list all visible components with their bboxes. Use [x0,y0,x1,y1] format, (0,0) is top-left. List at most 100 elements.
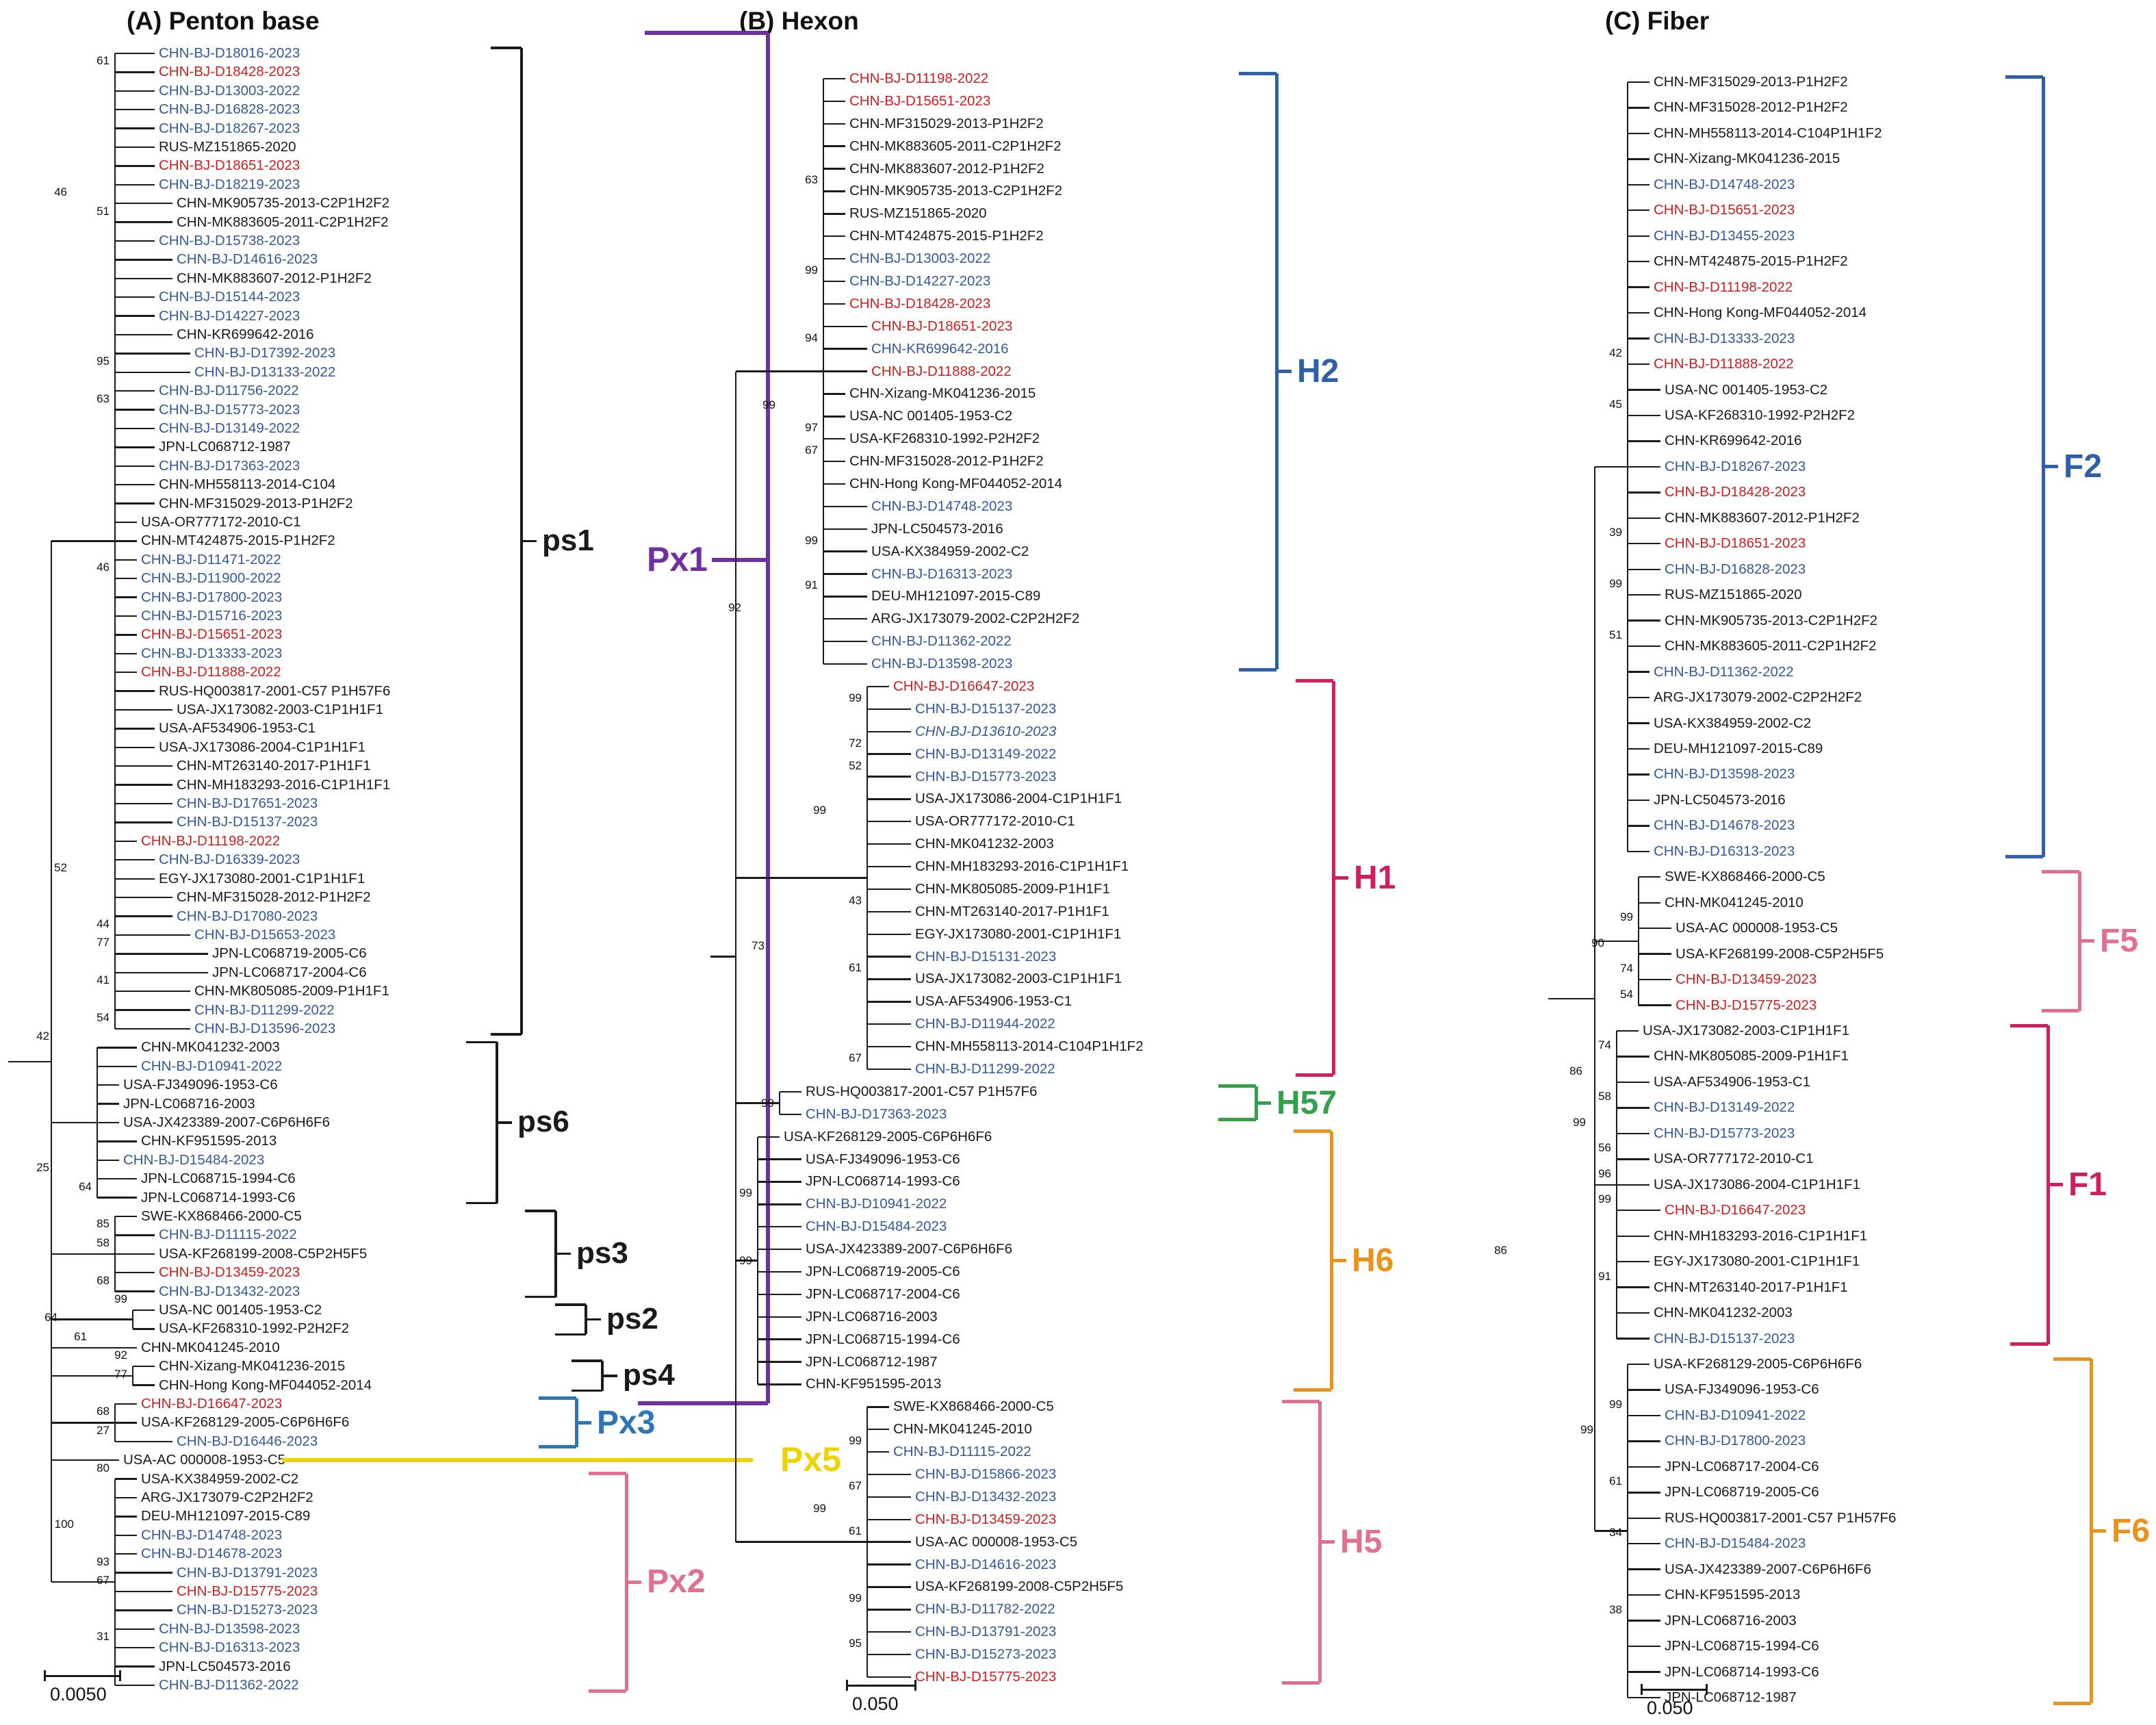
branch-line [115,1665,155,1668]
branch-line [115,203,172,205]
bootstrap-value: 64 [44,1311,57,1325]
taxon-label: CHN-BJ-D17651-2023 [177,795,318,812]
taxon-label: JPN-LC068716-2003 [123,1095,255,1112]
bootstrap-value: 99 [114,1292,127,1305]
taxon-label: CHN-BJ-D11471-2022 [141,551,281,567]
branch-line [1628,1517,1660,1519]
branch-line [1628,671,1650,673]
branch-line [115,708,172,711]
taxon-label: CHN-BJ-D15716-2023 [141,608,283,624]
branch-line [1628,440,1660,442]
clade-bracket [1218,1118,1256,1122]
taxon-label: RUS-MZ151865-2020 [159,139,296,155]
clade-bracket [1294,1129,1331,1134]
bootstrap-value: 63 [805,173,818,187]
branch-line [1628,722,1650,724]
branch-line [97,1159,119,1161]
taxon-label: CHN-MT263140-2017-P1H1F1 [1654,1279,1848,1295]
clade-bracket [539,1445,576,1449]
taxon-label: JPN-LC504573-2016 [159,1658,291,1674]
taxon-label: CHN-BJ-D17800-2023 [141,589,283,605]
taxon-label: CHN-BJ-D18428-2023 [849,295,991,311]
clade-bracket [1239,71,1276,75]
taxon-label: CHN-BJ-D16647-2023 [141,1395,283,1411]
branch-line [1628,235,1650,237]
branch-line [1548,998,1595,1000]
bootstrap-value: 99 [813,804,826,817]
branch-line [867,888,911,891]
bootstrap-value: 56 [1598,1141,1611,1155]
branch-line [1628,1492,1660,1494]
branch-line [823,416,845,418]
taxon-label: CHN-BJ-D11888-2022 [1654,356,1794,372]
branch-line [115,878,155,880]
branch-line [115,953,208,955]
branch-line [115,859,155,861]
branch-line [115,333,172,336]
scale-bar [847,1684,915,1687]
branch-line [867,843,911,845]
taxon-label: CHN-BJ-D11782-2022 [915,1601,1055,1618]
taxon-label: CHN-BJ-D14748-2023 [141,1526,283,1543]
branch-line [115,615,137,617]
branch-line [1639,927,1671,930]
branch-line [867,685,889,688]
taxon-label: USA-FJ349096-1953-C6 [123,1077,278,1093]
taxon-label: CHN-MH183293-2016-C1P1H1F1 [1654,1227,1868,1244]
taxon-label: CHN-MF315028-2012-P1H2F2 [849,453,1044,470]
branch-line [867,1001,911,1003]
branch-line [97,1047,137,1049]
branch-line [758,1181,801,1183]
branch-line [823,550,867,552]
scale-bar-label: 0.0050 [50,1684,107,1704]
branch-line [115,1290,155,1292]
taxon-label: DEU-MH121097-2015-C89 [1654,740,1823,756]
taxon-label: CHN-MK805085-2009-P1H1F1 [915,880,1110,897]
branch-line [1628,1620,1660,1622]
taxon-label: CHN-BJ-D18016-2023 [159,45,300,61]
panel-title-penton-base: (A) Penton base [127,7,320,35]
bootstrap-value: 42 [1609,346,1622,360]
branch-line [823,370,867,372]
clade-label-f6: F6 [2112,1512,2151,1549]
taxon-label: JPN-LC068717-2004-C6 [806,1286,960,1302]
branch-line [115,127,155,129]
taxon-label: DEU-MH121097-2015-C89 [871,588,1041,604]
taxon-label: CHN-BJ-D18428-2023 [159,64,300,80]
taxon-label: CHN-BJ-D13003-2022 [159,82,300,99]
branch-line [1628,1363,1650,1366]
taxon-label: CHN-MF315029-2013-P1H2F2 [1654,74,1848,90]
taxon-label: EGY-JX173080-2001-C1P1H1F1 [1654,1253,1860,1270]
bootstrap-value: 63 [97,392,110,405]
clade-bracket [491,47,522,49]
clade-bracket [602,1375,617,1377]
taxon-label: CHN-BJ-D11362-2022 [871,633,1012,650]
branch-line [736,1260,758,1262]
taxon-label: USA-KF268199-2008-C5P2H5F5 [159,1245,368,1262]
taxon-label: CHN-BJ-D15273-2023 [177,1602,318,1618]
branch-line [710,956,736,958]
branch-line [823,77,845,80]
branch-line [823,618,867,620]
branch-line [115,915,172,917]
bootstrap-value: 85 [97,1217,110,1231]
branch-line [115,371,190,374]
taxon-label: CHN-BJ-D16647-2023 [893,678,1035,694]
panel-title-fiber: (C) Fiber [1605,7,1710,35]
bootstrap-value: 67 [97,1573,110,1587]
branch-line [758,1293,801,1296]
taxon-label: CHN-BJ-D13333-2023 [141,645,283,661]
clade-bracket [2042,869,2079,873]
branch-line [1628,81,1650,84]
taxon-label: CHN-BJ-D16313-2023 [871,565,1013,582]
taxon-label: EGY-JX173080-2001-C1P1H1F1 [915,925,1122,942]
bootstrap-value: 93 [97,1555,110,1568]
bootstrap-value: 72 [849,736,862,750]
branch-line [758,1316,801,1318]
taxon-label: JPN-LC068714-1993-C6 [1665,1663,1819,1680]
taxon-label: CHN-BJ-D16313-2023 [1654,843,1795,859]
taxon-label: CHN-BJ-D15653-2023 [194,926,336,943]
branch-line [1628,594,1660,596]
taxon-label: ARG-JX173079-2002-C2P2H2F2 [1654,689,1862,706]
scale-bar [118,1670,121,1681]
